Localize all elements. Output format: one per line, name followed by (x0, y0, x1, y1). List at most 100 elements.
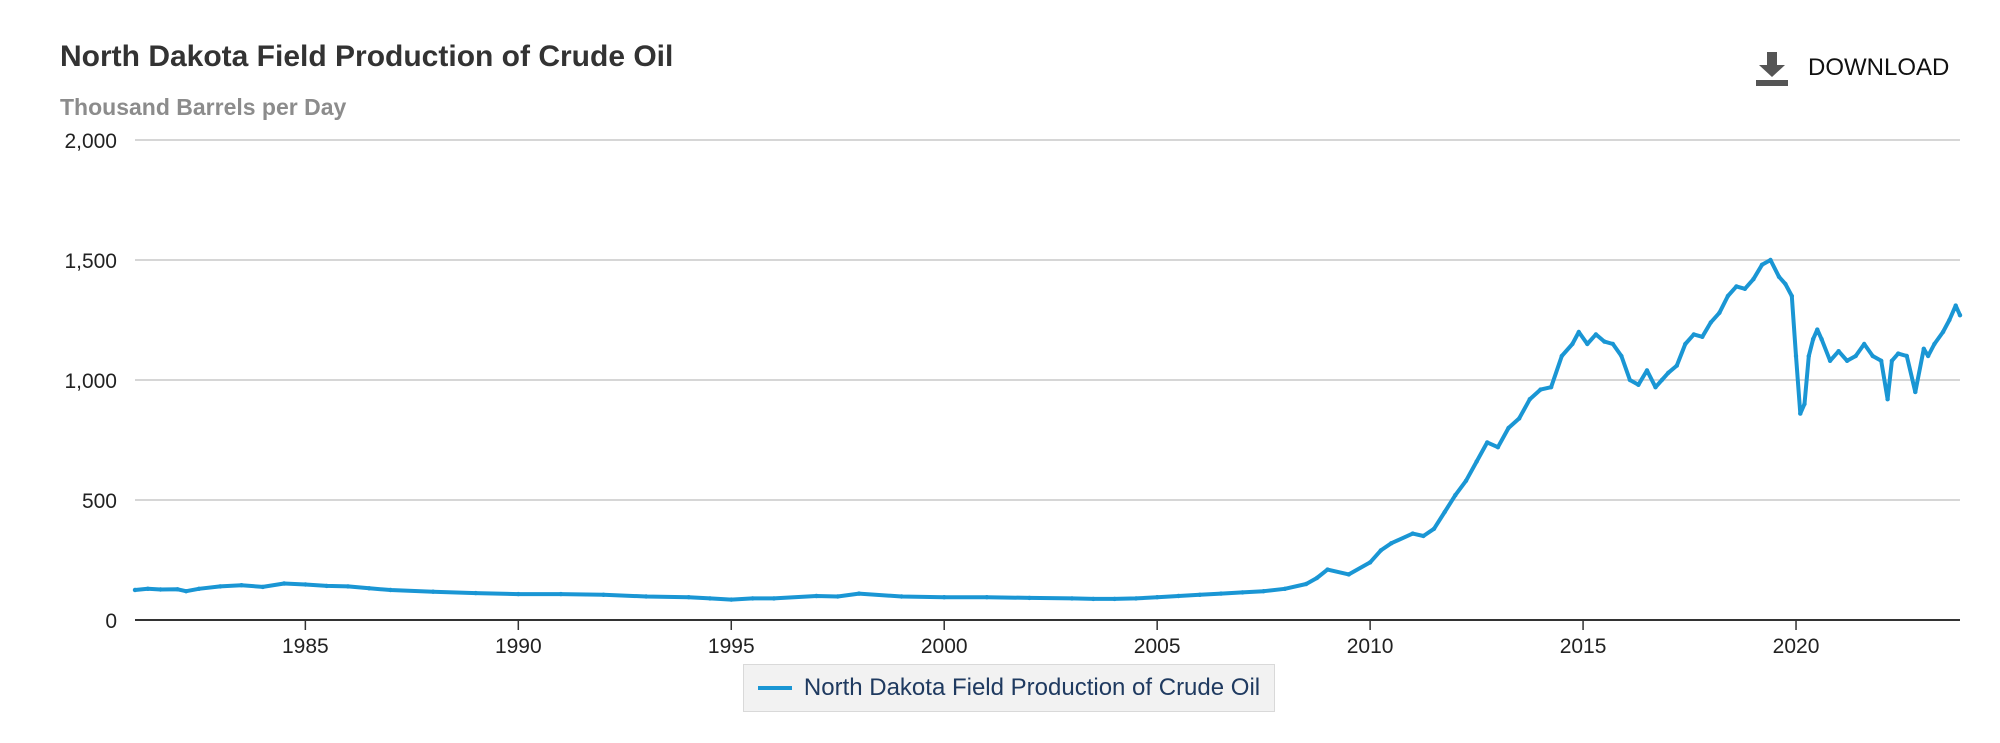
legend-label: North Dakota Field Production of Crude O… (803, 674, 1261, 701)
data-point (729, 597, 734, 602)
data-point (1602, 339, 1607, 344)
data-point (1725, 293, 1731, 299)
data-point (1819, 337, 1824, 342)
x-tick-label: 2000 (921, 635, 968, 658)
data-point (984, 595, 989, 600)
gridlines (135, 139, 1960, 501)
data-point (1610, 341, 1616, 347)
data-point (835, 594, 840, 599)
data-point (430, 589, 436, 594)
data-point (1261, 589, 1266, 594)
data-point (1904, 353, 1910, 359)
data-point (1133, 596, 1139, 601)
data-point (145, 586, 150, 591)
data-point (750, 596, 755, 601)
data-point (1798, 411, 1803, 416)
data-point (218, 584, 223, 589)
data-point (1751, 277, 1756, 282)
data-point (1570, 341, 1575, 347)
data-point (1442, 509, 1447, 515)
data-point (1495, 445, 1501, 450)
data-point (1548, 385, 1554, 390)
download-label: DOWNLOAD (1808, 54, 1950, 81)
data-point (1925, 353, 1931, 359)
data-point (1879, 358, 1884, 363)
download-icon (1756, 52, 1788, 86)
data-point (1885, 397, 1890, 402)
data-point (686, 595, 691, 600)
data-point (942, 595, 947, 600)
data-point (1421, 533, 1426, 539)
data-point (1957, 313, 1963, 318)
data-point (1932, 341, 1937, 347)
data-point (1653, 385, 1658, 390)
data-point (1325, 567, 1330, 572)
data-point (1940, 329, 1946, 335)
data-point (1691, 332, 1697, 337)
x-tick-label: 2015 (1560, 635, 1607, 658)
data-point (324, 583, 329, 589)
data-point (1593, 332, 1599, 337)
data-point (1314, 575, 1320, 581)
data-point (1742, 286, 1748, 291)
data-point (1921, 346, 1927, 351)
data-point (1367, 560, 1373, 565)
x-tick-label: 2020 (1773, 635, 1820, 658)
data-point (1527, 397, 1533, 402)
data-point (1836, 349, 1841, 354)
data-point (345, 584, 351, 589)
data-point (856, 591, 862, 596)
data-point (1666, 370, 1671, 375)
data-point (260, 584, 265, 590)
data-point (1717, 310, 1722, 315)
data-point (1913, 389, 1918, 395)
data-point (1700, 334, 1705, 339)
y-tick-label: 2,000 (64, 130, 117, 153)
x-tick-label: 2010 (1347, 635, 1394, 658)
data-point (1659, 377, 1665, 383)
y-tick-label: 500 (82, 490, 117, 513)
data-point (196, 586, 202, 591)
data-point (814, 593, 819, 599)
data-point (558, 591, 564, 597)
data-point (1218, 591, 1224, 596)
data-point (1810, 337, 1816, 342)
series-layer (132, 257, 1963, 602)
data-point (1768, 257, 1773, 263)
data-point (1576, 329, 1582, 335)
x-tick-label: 1995 (708, 635, 755, 658)
data-point (1683, 341, 1688, 347)
data-point (1636, 382, 1641, 387)
data-point (1815, 327, 1820, 332)
chart-title: North Dakota Field Production of Crude O… (60, 40, 674, 73)
data-point (601, 592, 606, 597)
data-point (1896, 351, 1901, 356)
data-point (1789, 293, 1795, 299)
data-point (1783, 281, 1788, 287)
data-point (281, 581, 287, 586)
y-tick-label: 0 (105, 610, 117, 633)
data-point (473, 590, 478, 596)
data-point (1674, 363, 1680, 368)
data-point (1463, 478, 1469, 483)
data-point (1389, 541, 1394, 546)
data-point (1506, 425, 1511, 431)
data-point (1802, 401, 1807, 407)
data-point (175, 587, 180, 592)
y-tick-label: 1,500 (64, 250, 117, 273)
data-point (1378, 548, 1384, 553)
data-point (1870, 353, 1875, 359)
legend[interactable]: North Dakota Field Production of Crude O… (743, 664, 1275, 712)
data-point (1734, 284, 1739, 289)
x-tick-label: 2005 (1134, 635, 1181, 658)
data-point (1410, 531, 1415, 536)
data-point (1304, 581, 1309, 587)
x-tick-label: 1985 (282, 635, 329, 658)
data-point (1517, 416, 1522, 421)
data-point (388, 587, 393, 593)
data-point (1240, 590, 1245, 595)
download-button[interactable]: DOWNLOAD (1752, 48, 1949, 88)
data-point (1474, 459, 1479, 464)
data-point (1759, 262, 1765, 267)
data-point (899, 594, 904, 599)
